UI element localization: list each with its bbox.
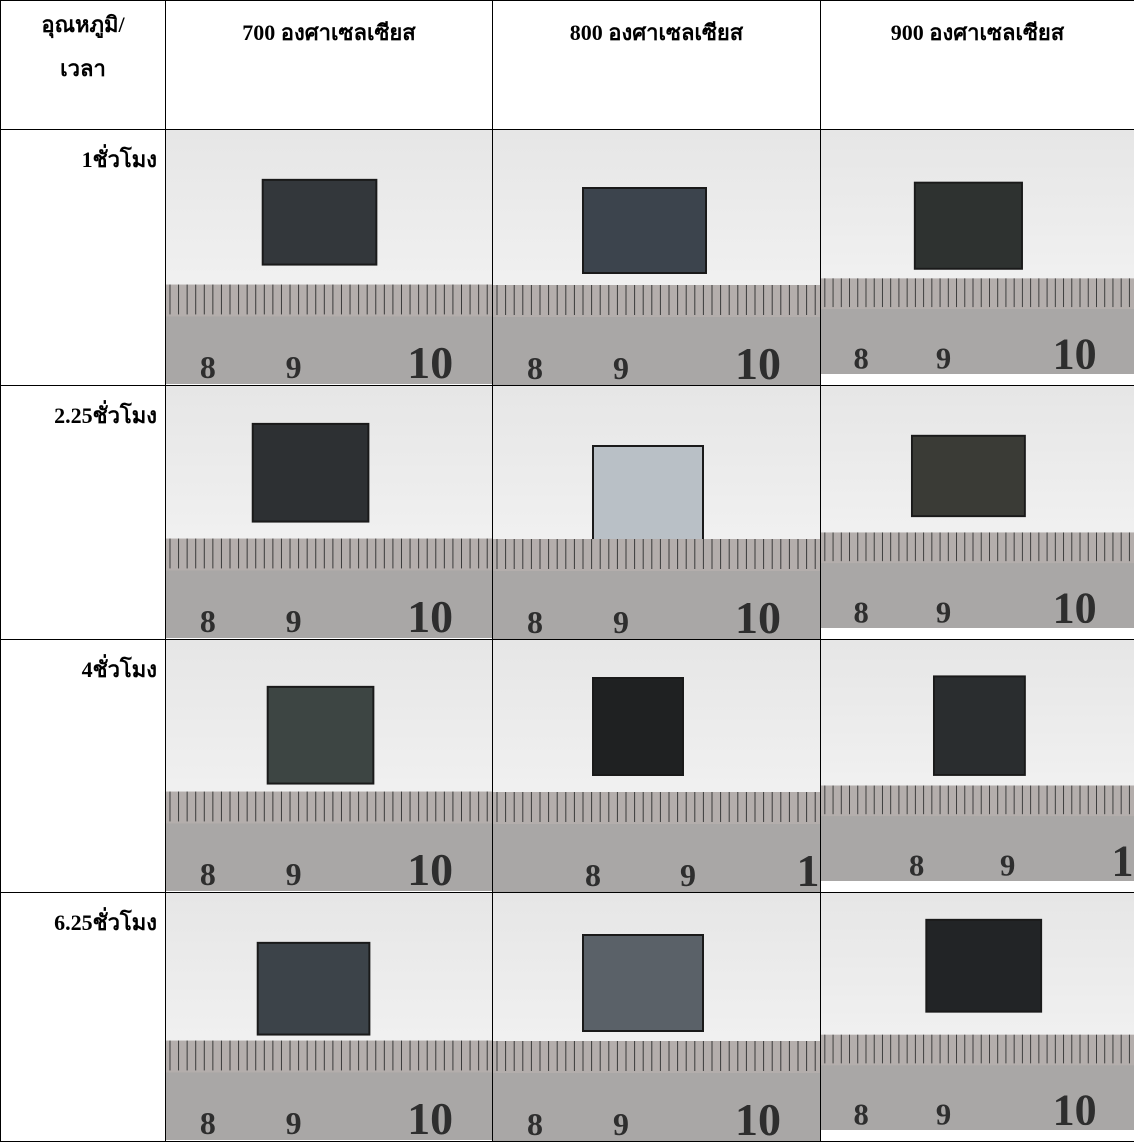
ruler-number: 9 — [286, 604, 302, 638]
ruler-number: 8 — [854, 595, 869, 628]
ruler-number: 9 — [286, 857, 302, 891]
ruler-number: 10 — [407, 337, 453, 384]
sample-photo: 8 9 1 — [821, 640, 1134, 881]
ruler-number: 9 — [613, 350, 629, 385]
photo-cell: 8 9 1 — [821, 640, 1134, 893]
photo-cell: 8 9 10 — [493, 130, 821, 386]
ruler-number: 10 — [735, 1094, 781, 1141]
photo-cell: 8 9 10 — [493, 386, 821, 640]
sample-photo: 8 9 10 — [166, 640, 492, 891]
row-label: 2.25ชั่วโมง — [1, 386, 166, 640]
sample-photo: 8 9 10 — [493, 893, 820, 1141]
ruler-number: 9 — [613, 604, 629, 639]
sample-photo: 8 9 10 — [166, 893, 492, 1140]
results-table: อุณหภูมิ/ เวลา 700 องศาเซลเซียส 800 องศา… — [0, 0, 1134, 1142]
sample — [915, 183, 1022, 269]
ruler-number: 8 — [200, 857, 216, 891]
page: อุณหภูมิ/ เวลา 700 องศาเซลเซียส 800 องศา… — [0, 0, 1134, 1138]
ruler-number: 1 — [797, 845, 820, 892]
ruler-number: 9 — [613, 1106, 629, 1141]
ruler-number: 8 — [527, 604, 543, 639]
row-label: 1ชั่วโมง — [1, 130, 166, 386]
sample — [253, 424, 369, 522]
ruler-number: 1 — [1112, 836, 1134, 881]
photo-cell: 8 9 10 — [821, 130, 1134, 386]
ruler-number: 9 — [286, 1106, 302, 1140]
photo-cell: 8 9 10 — [821, 386, 1134, 640]
ruler-number: 8 — [585, 857, 601, 892]
photo-cell: 8 9 10 — [166, 130, 493, 386]
ruler-number: 10 — [1053, 329, 1097, 374]
ruler-band — [493, 824, 820, 892]
corner-header: อุณหภูมิ/ เวลา — [1, 1, 166, 130]
row-label: 6.25ชั่วโมง — [1, 893, 166, 1142]
photo-cell: 8 9 10 — [166, 640, 493, 893]
ruler-number: 8 — [200, 350, 216, 384]
ruler-number: 8 — [527, 1106, 543, 1141]
ruler-number: 9 — [286, 350, 302, 384]
photo-cell: 8 9 1 — [493, 640, 821, 893]
sample-photo: 8 9 10 — [821, 386, 1134, 628]
ruler-number: 9 — [936, 1098, 951, 1131]
ruler-number: 10 — [735, 592, 781, 639]
ruler-number: 8 — [909, 848, 924, 881]
column-header: 700 องศาเซลเซียส — [166, 1, 493, 130]
column-header: 800 องศาเซลเซียส — [493, 1, 821, 130]
sample — [258, 943, 370, 1035]
ruler-number: 8 — [854, 1098, 869, 1131]
ruler-number: 9 — [680, 857, 696, 892]
photo-cell: 8 9 10 — [493, 893, 821, 1142]
ruler-number: 8 — [854, 341, 869, 374]
sample — [268, 687, 374, 784]
sample — [593, 446, 703, 546]
ruler-number: 10 — [407, 1093, 453, 1140]
ruler-number: 9 — [936, 595, 951, 628]
ruler-band — [821, 816, 1134, 881]
ruler-number: 10 — [1053, 1086, 1097, 1131]
sample-photo: 8 9 10 — [166, 130, 492, 384]
ruler-number: 9 — [1000, 848, 1015, 881]
sample — [912, 436, 1025, 516]
sample — [593, 678, 683, 775]
ruler-number: 10 — [407, 844, 453, 891]
ruler-number: 8 — [527, 350, 543, 385]
column-header: 900 องศาเซลเซียส — [821, 1, 1134, 130]
photo-cell: 8 9 10 — [166, 386, 493, 640]
table-row: 6.25ชั่วโมง 8 9 10 8 9 10 8 9 10 — [1, 893, 1134, 1142]
table-row: 1ชั่วโมง 8 9 10 8 9 10 8 9 10 — [1, 130, 1134, 386]
header-row: อุณหภูมิ/ เวลา 700 องศาเซลเซียส 800 องศา… — [1, 1, 1134, 130]
sample — [583, 188, 706, 273]
ruler-number: 10 — [407, 591, 453, 638]
sample — [934, 676, 1025, 775]
table-row: 2.25ชั่วโมง 8 9 10 8 9 10 8 9 10 — [1, 386, 1134, 640]
ruler-number: 8 — [200, 604, 216, 638]
ruler-number: 10 — [735, 338, 781, 385]
row-label: 4ชั่วโมง — [1, 640, 166, 893]
sample — [583, 935, 703, 1031]
header-line: อุณหภูมิ/ — [1, 3, 165, 47]
ruler-number: 10 — [1053, 583, 1097, 628]
sample-photo: 8 9 10 — [166, 386, 492, 638]
sample-photo: 8 9 10 — [493, 386, 820, 639]
ruler-number: 9 — [936, 341, 951, 374]
sample-photo: 8 9 10 — [493, 130, 820, 385]
sample — [926, 920, 1041, 1012]
table-row: 4ชั่วโมง 8 9 10 8 9 1 8 9 1 — [1, 640, 1134, 893]
sample — [263, 180, 377, 265]
ruler-number: 8 — [200, 1106, 216, 1140]
sample-photo: 8 9 1 — [493, 640, 820, 892]
photo-cell: 8 9 10 — [166, 893, 493, 1142]
photo-cell: 8 9 10 — [821, 893, 1134, 1142]
sample-photo: 8 9 10 — [821, 130, 1134, 374]
sample-photo: 8 9 10 — [821, 893, 1134, 1130]
header-line: เวลา — [1, 47, 165, 91]
